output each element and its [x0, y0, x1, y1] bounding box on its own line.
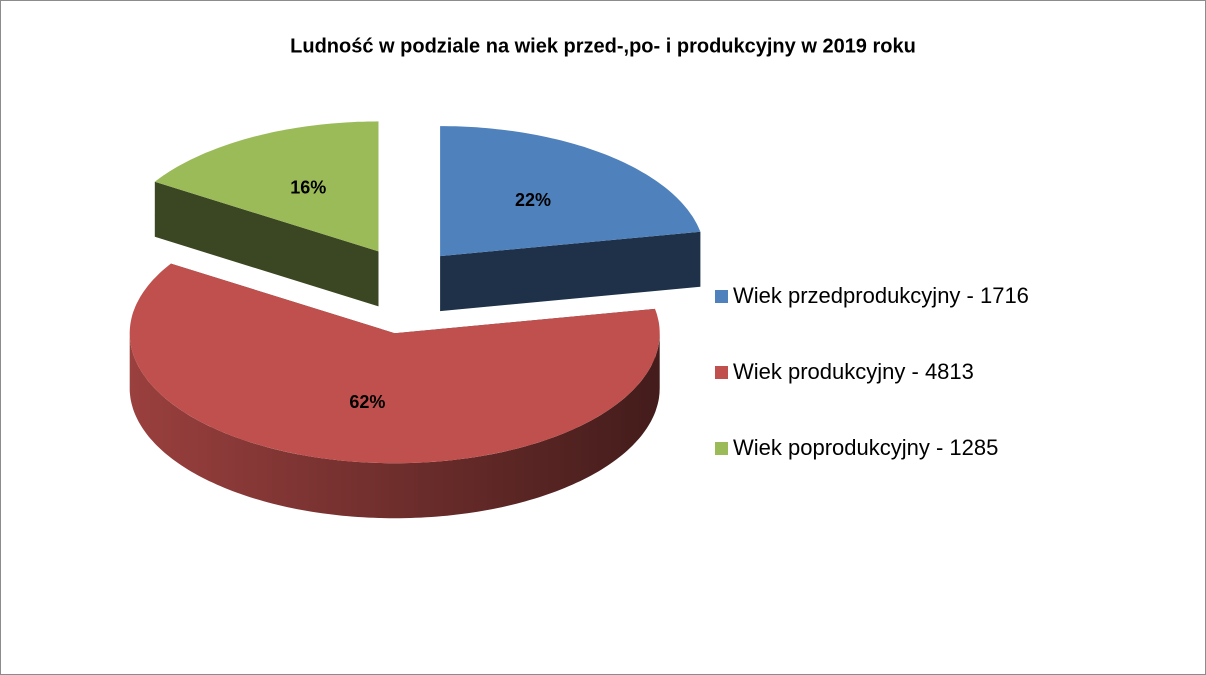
slice-wall	[129, 333, 660, 519]
slice-side	[440, 231, 701, 312]
slice-side	[154, 181, 379, 307]
slice	[129, 263, 660, 464]
legend-swatch	[715, 442, 728, 455]
legend-swatch	[715, 366, 728, 379]
legend-label: Wiek poprodukcyjny - 1285	[733, 435, 998, 460]
legend-label: Wiek produkcyjny - 4813	[733, 359, 974, 384]
slice	[440, 126, 701, 257]
data-label: 62%	[349, 392, 385, 412]
data-label: 22%	[515, 190, 551, 210]
chart-title: Ludność w podziale na wiek przed-,po- i …	[290, 35, 916, 57]
data-label: 16%	[290, 178, 326, 198]
legend-swatch	[715, 290, 728, 303]
legend-label: Wiek przedprodukcyjny - 1716	[733, 283, 1029, 308]
slice	[154, 121, 379, 252]
